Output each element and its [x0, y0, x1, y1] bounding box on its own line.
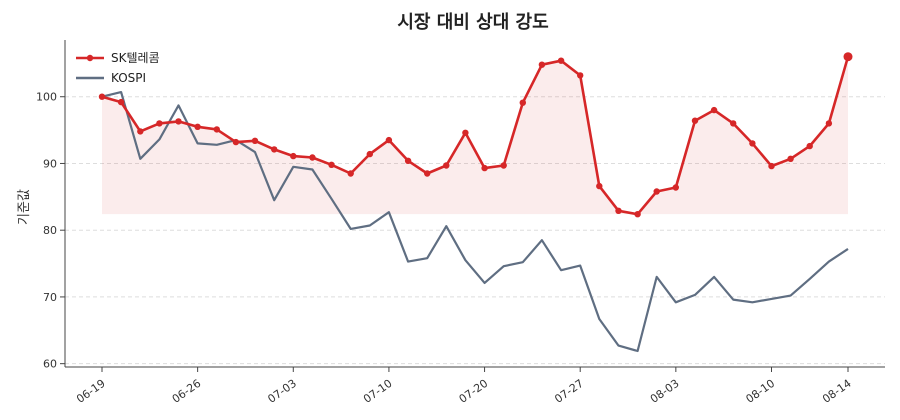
series-point: [787, 155, 794, 162]
y-tick-label: 60: [43, 358, 57, 371]
chart-title: 시장 대비 상대 강도: [397, 12, 548, 33]
series-point: [596, 182, 603, 190]
series-point: [443, 162, 450, 169]
series-point: [577, 72, 584, 79]
legend-label: KOSPI: [111, 71, 146, 85]
shaded-area: [102, 56, 848, 215]
x-tick-label: 07-27: [552, 377, 586, 406]
x-tick-label: 07-10: [361, 377, 395, 406]
series-point: [710, 106, 718, 114]
y-tick-label: 100: [36, 91, 57, 104]
grid-lines: [65, 96, 885, 365]
y-tick-label: 90: [43, 157, 57, 170]
series-point: [557, 57, 565, 64]
series-point: [768, 162, 775, 170]
series-point: [385, 136, 393, 144]
series-point: [175, 118, 182, 125]
series-point: [156, 120, 163, 127]
series-point: [653, 188, 660, 195]
series-point: [538, 61, 546, 68]
series-point: [98, 93, 106, 100]
series-point: [194, 123, 201, 130]
series-point: [366, 150, 373, 158]
series-point-last: [843, 52, 853, 62]
shade-area: [102, 56, 848, 215]
series-point: [251, 137, 259, 144]
series-point: [117, 98, 125, 106]
series-point: [825, 120, 833, 127]
series-point: [137, 128, 144, 135]
legend-marker: [86, 54, 94, 62]
series-point: [749, 140, 756, 147]
series-point: [404, 157, 412, 164]
x-tick-label: 08-03: [648, 377, 682, 406]
series-point: [519, 99, 526, 106]
series-point: [730, 120, 737, 127]
series-point: [691, 117, 699, 124]
x-tick-label: 08-14: [820, 377, 854, 406]
axes: 60 70 80 90 100 06-19 06-26 07-03 07-10 07-20 07-2…: [36, 40, 885, 406]
series-line-skt: [101, 56, 850, 216]
series-point: [213, 126, 220, 133]
x-tick-label: 06-19: [74, 377, 108, 406]
legend-label: SK텔레콤: [111, 51, 160, 65]
series-point: [328, 161, 335, 168]
series-point: [481, 164, 488, 172]
series-point: [806, 142, 813, 150]
series-point: [500, 162, 507, 169]
series-point: [615, 207, 622, 214]
x-tick-label: 07-20: [457, 377, 491, 406]
series-point: [347, 170, 354, 177]
series-point: [634, 211, 641, 218]
y-tick-label: 80: [43, 224, 57, 237]
series-point: [424, 170, 431, 177]
series-lines: [98, 52, 853, 353]
x-tick-label: 06-26: [170, 377, 204, 406]
y-tick-label: 70: [43, 291, 57, 304]
series-point: [232, 138, 240, 146]
series-line-kospi: [101, 90, 849, 353]
series-point: [309, 154, 316, 161]
series-point: [271, 146, 278, 153]
x-tick-label: 08-10: [744, 377, 778, 406]
series-point: [462, 129, 469, 136]
x-tick-label: 07-03: [265, 377, 299, 406]
y-axis-label: 기준값: [17, 189, 32, 225]
legend: SK텔레콤 KOSPI: [76, 51, 160, 85]
series-point: [672, 184, 679, 191]
series-point: [290, 152, 297, 160]
